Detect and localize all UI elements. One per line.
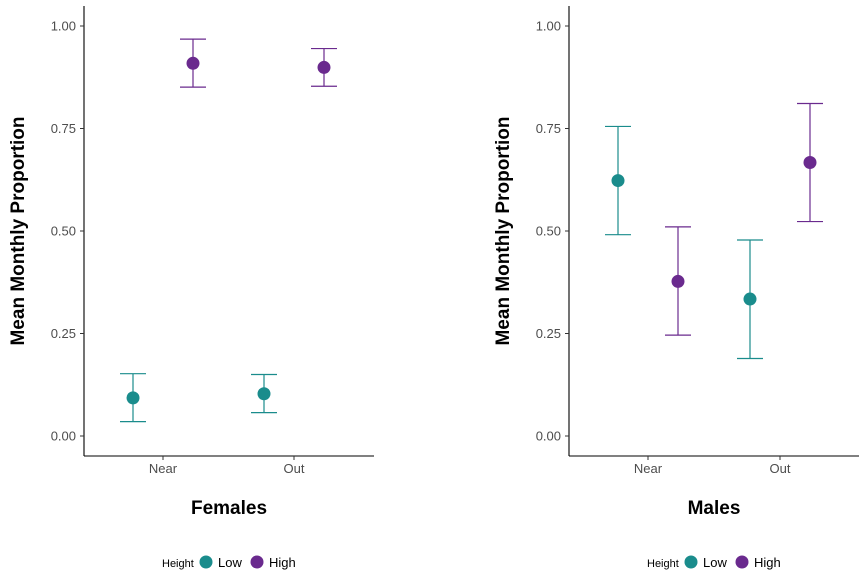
point-high-out [317, 60, 331, 74]
legend-label-high: High [754, 555, 781, 570]
y-tick-label: 0.00 [51, 429, 76, 444]
legend-title: Height [162, 558, 194, 570]
legend-key-high [735, 555, 749, 569]
panel-males: 0.00 0.25 0.50 0.75 1.00 Near Out Mean Monthly … [493, 6, 859, 570]
x-tick-label: Out [284, 461, 305, 476]
y-axis-title: Mean Monthly Proportion [8, 116, 29, 345]
legend-label-high: High [269, 555, 296, 570]
y-tick-label: 1.00 [536, 19, 561, 34]
legend-key-high [250, 555, 264, 569]
point-low-out [743, 292, 757, 306]
legend-label-low: Low [703, 555, 727, 570]
legend: Height Low High [162, 555, 296, 570]
legend-key-low [684, 555, 698, 569]
x-tick-label: Near [634, 461, 663, 476]
point-low-near [611, 174, 625, 188]
point-high-near [671, 274, 685, 288]
y-tick-label: 0.50 [536, 224, 561, 239]
x-tick-label: Near [149, 461, 178, 476]
panel-females: 0.00 0.25 0.50 0.75 1.00 Near Out Mean Monthly … [8, 6, 374, 570]
x-axis-title: Males [688, 498, 741, 519]
point-high-near [186, 56, 200, 70]
x-tick-label: Out [770, 461, 791, 476]
legend-label-low: Low [218, 555, 242, 570]
legend: Height Low High [647, 555, 781, 570]
y-axis-title: Mean Monthly Proportion [493, 116, 514, 345]
legend-title: Height [647, 558, 679, 570]
y-tick-label: 0.25 [51, 326, 76, 341]
x-axis-title: Females [191, 498, 267, 519]
legend-key-low [199, 555, 213, 569]
point-high-out [803, 156, 817, 170]
point-low-out [257, 387, 271, 401]
y-tick-label: 1.00 [51, 19, 76, 34]
y-tick-label: 0.25 [536, 326, 561, 341]
y-tick-label: 0.75 [51, 121, 76, 136]
y-tick-label: 0.50 [51, 224, 76, 239]
y-tick-label: 0.00 [536, 429, 561, 444]
y-tick-label: 0.75 [536, 121, 561, 136]
point-low-near [126, 391, 140, 405]
